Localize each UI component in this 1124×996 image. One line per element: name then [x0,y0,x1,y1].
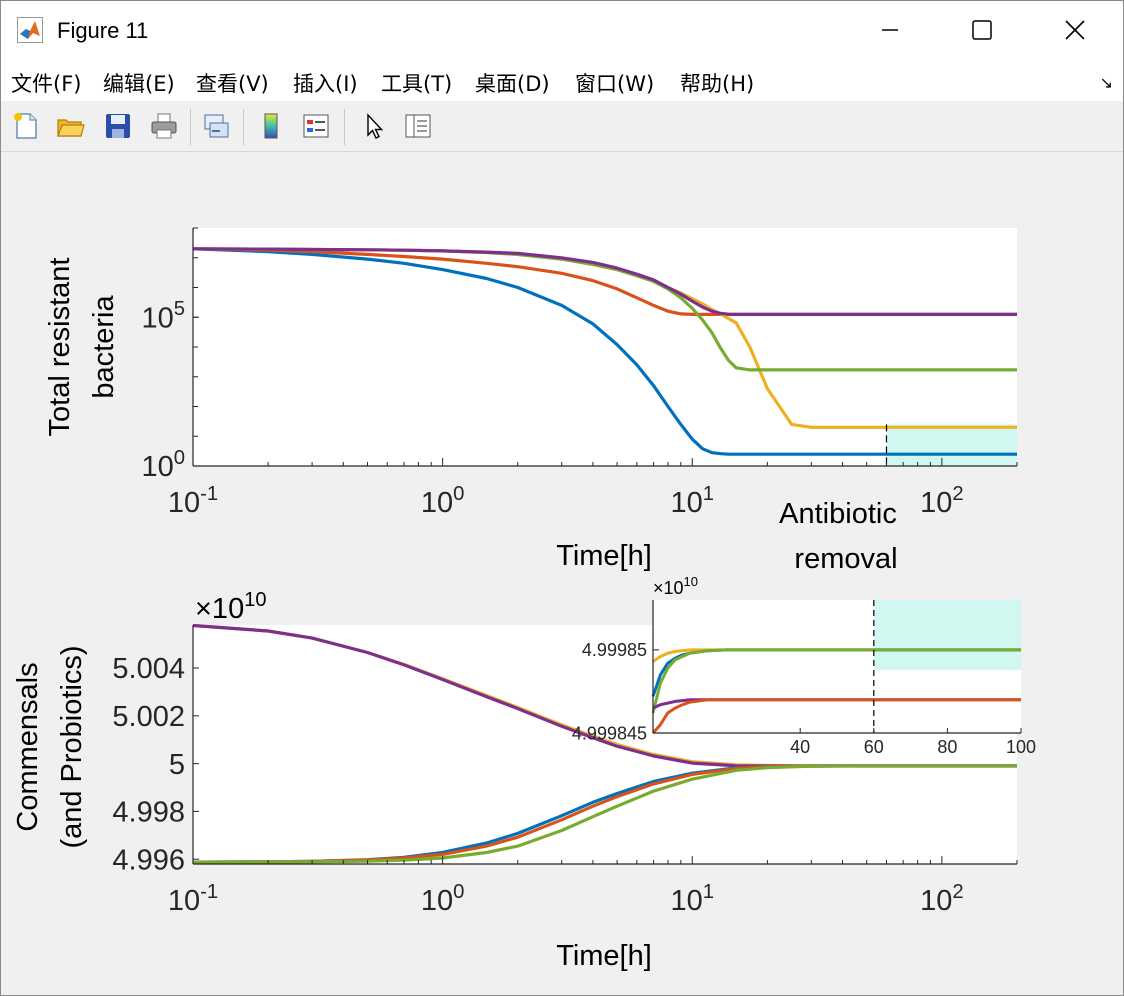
title-bar[interactable]: Figure 11 [1,1,1123,59]
series-line-orange [651,698,1021,734]
maximize-button[interactable] [936,1,1028,59]
antibiotic-removal-region [886,424,1017,466]
bottom-axes-lines [192,623,1017,864]
bottom-y-axis-label-line1: Commensals [12,662,44,831]
x-tick-label: 100 [421,483,465,519]
top-x-axis-label: Time[h] [556,540,652,572]
x-tick-label: 102 [920,881,964,917]
save-icon [106,114,130,138]
minimize-button[interactable] [844,1,936,59]
menu-desktop[interactable]: 桌面(D) [475,72,550,96]
menu-edit[interactable]: 编辑(E) [103,72,175,96]
menu-insert[interactable]: 插入(I) [293,72,358,96]
bottom-x-tick-labels: 10-1 100 101 102 [168,881,964,917]
x-tick-label: 10-1 [168,483,218,519]
open-file-button[interactable] [53,109,87,143]
inset-y-tick-labels: 4.99985 4.999845 [572,640,647,743]
menu-help[interactable]: 帮助(H) [680,72,755,96]
bottom-x-axis-label: Time[h] [556,940,652,972]
series-line-purple [192,247,1017,316]
dock-arrow-icon[interactable]: ↘ [1099,75,1113,92]
top-y-axis-label-line2: bacteria [88,295,120,399]
x-tick-label: 40 [790,737,810,757]
new-figure-button[interactable] [9,109,43,143]
pointer-icon [367,113,384,139]
x-tick-label: 100 [1006,737,1036,757]
menu-file[interactable]: 文件(F) [11,72,82,96]
property-editor-icon [405,114,431,138]
inset-antibiotic-removal-region [873,600,1021,670]
colorbar-button[interactable] [254,109,288,143]
print-icon [151,113,177,139]
toolbar-separator [190,109,191,145]
top-axes-frame [192,227,1018,467]
legend-icon [303,114,329,138]
x-tick-label: 101 [670,881,714,917]
property-editor-button[interactable] [401,109,435,143]
link-plot-icon [204,114,229,138]
open-file-icon [57,119,85,137]
menu-tools[interactable]: 工具(T) [381,72,453,96]
window-title: Figure 11 [57,18,149,43]
x-tick-label: 100 [421,881,465,917]
bottom-y-axis-label-line2: (and Probiotics) [56,645,88,848]
annotation-line1: Antibiotic [779,498,897,530]
toolbar-separator [344,109,345,145]
top-axes-lines [192,247,1017,456]
x-tick-label: 102 [920,483,964,519]
top-y-tick-labels: 100 105 [141,298,185,483]
legend-button[interactable] [299,109,333,143]
x-tick-label: 101 [670,483,714,519]
inset-exponent-label: ×1010 [653,574,698,598]
bottom-exponent-label: ×1010 [195,589,266,625]
x-tick-label: 10-1 [168,881,218,917]
minimize-icon [882,29,898,31]
series-line-green [651,648,1021,714]
colorbar-icon [264,113,278,139]
inset-axes-lines [651,648,1021,734]
menu-bar: 文件(F) 编辑(E) 查看(V) 插入(I) 工具(T) 桌面(D) 窗口(W… [1,59,1123,101]
toolbar-separator [243,109,244,145]
y-tick-label: 5.002 [112,701,185,733]
bottom-axes-frame [192,625,1018,865]
inset-axes-frame [652,600,1022,734]
y-tick-label: 5 [169,749,185,781]
y-tick-label: 105 [141,298,185,334]
x-tick-label: 80 [937,737,957,757]
y-tick-label: 100 [141,447,185,483]
top-y-axis-label-line1: Total resistant [44,258,76,437]
print-button[interactable] [147,109,181,143]
toolbar [1,101,1123,152]
inset-x-tick-labels: 40 60 80 100 [790,737,1036,757]
series-line-blue [192,247,1017,456]
menu-view[interactable]: 查看(V) [196,72,269,96]
link-plot-button[interactable] [199,109,233,143]
y-tick-label: 4.996 [112,844,185,876]
close-icon [1065,20,1085,40]
pointer-button[interactable] [357,109,391,143]
annotation-line2: removal [794,543,897,575]
save-button[interactable] [101,109,135,143]
x-tick-label: 60 [864,737,884,757]
maximize-icon [972,20,992,40]
matlab-logo-icon [17,17,43,43]
top-x-tick-labels: 10-1 100 101 102 [168,483,964,519]
y-tick-label: 4.998 [112,797,185,829]
y-tick-label: 5.004 [112,653,185,685]
menu-window[interactable]: 窗口(W) [575,72,655,96]
new-figure-icon [14,113,37,139]
y-tick-label: 4.99985 [582,640,647,660]
y-tick-label: 4.999845 [572,723,647,743]
close-button[interactable] [1029,1,1121,59]
bottom-y-tick-labels: 4.996 4.998 5 5.002 5.004 [112,653,185,876]
